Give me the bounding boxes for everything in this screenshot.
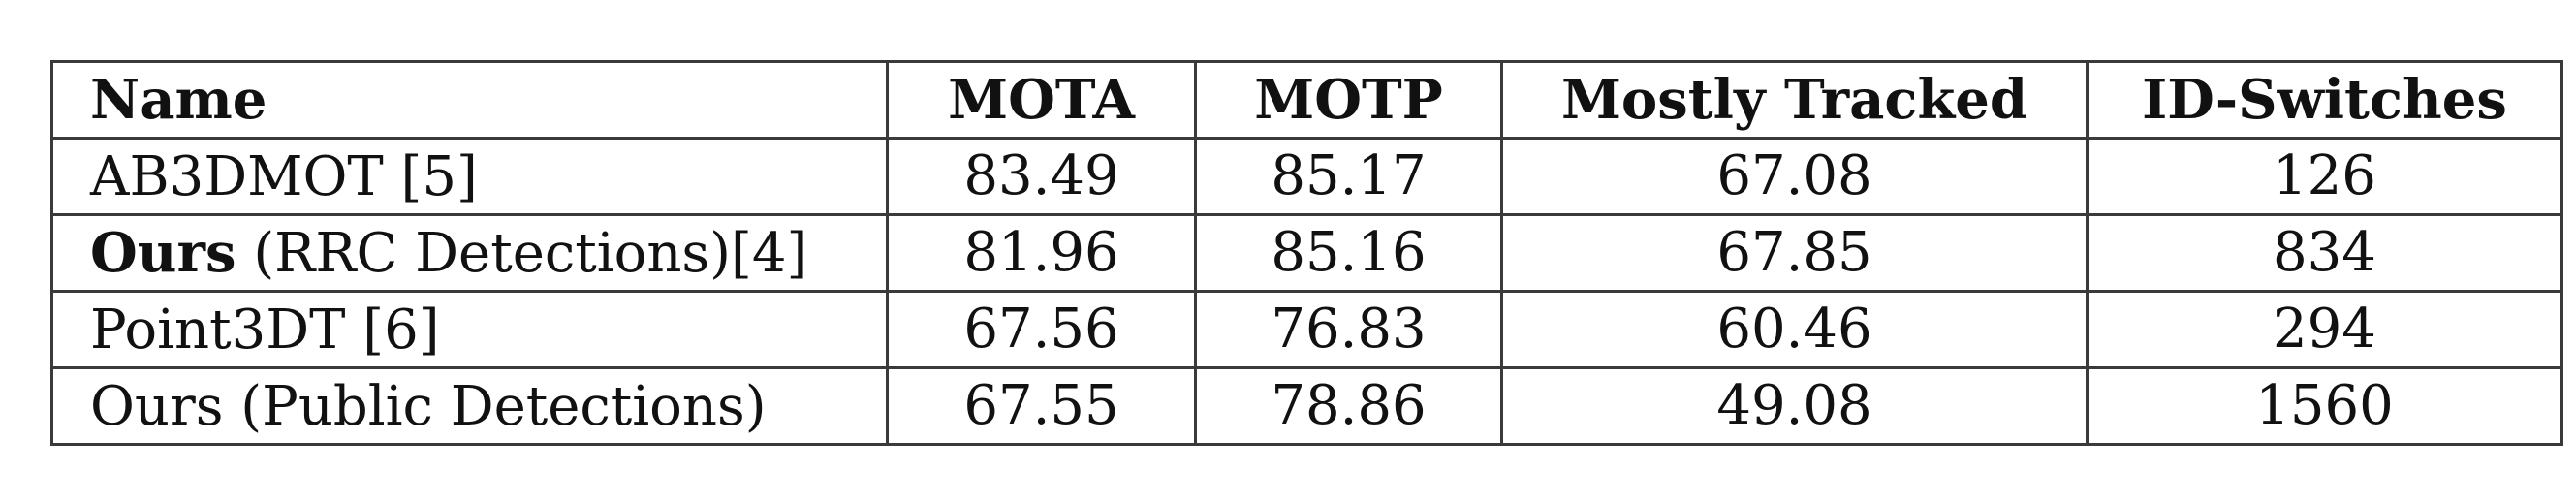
cell-name: Point3DT [6] <box>50 290 889 369</box>
cell-mostly-tracked: 60.46 <box>1500 290 2089 369</box>
table-row: Point3DT [6] 67.56 76.83 60.46 294 <box>50 290 2563 369</box>
cell-id-switches: 1560 <box>2086 366 2563 446</box>
column-header-mostly-tracked: Mostly Tracked <box>1500 60 2089 140</box>
table-header-row: Name MOTA MOTP Mostly Tracked ID-Switche… <box>50 60 2563 140</box>
cell-mostly-tracked: 67.08 <box>1500 137 2089 216</box>
cell-name: Ours (RRC Detections)[4] <box>50 213 889 293</box>
cell-motp: 76.83 <box>1194 290 1503 369</box>
cell-name: Ours (Public Detections) <box>50 366 889 446</box>
results-table: Name MOTA MOTP Mostly Tracked ID-Switche… <box>50 60 2563 446</box>
column-header-mota: MOTA <box>886 60 1197 140</box>
cell-mota: 67.56 <box>886 290 1197 369</box>
column-header-name: Name <box>50 60 889 140</box>
name-text: Point3DT [6] <box>90 298 440 362</box>
table-row: Ours (Public Detections) 67.55 78.86 49.… <box>50 366 2563 446</box>
column-header-motp: MOTP <box>1194 60 1503 140</box>
cell-id-switches: 126 <box>2086 137 2563 216</box>
cell-motp: 85.16 <box>1194 213 1503 293</box>
cell-motp: 85.17 <box>1194 137 1503 216</box>
cell-mota: 83.49 <box>886 137 1197 216</box>
cell-mostly-tracked: 49.08 <box>1500 366 2089 446</box>
name-text: AB3DMOT [5] <box>90 144 478 208</box>
cell-motp: 78.86 <box>1194 366 1503 446</box>
cell-mostly-tracked: 67.85 <box>1500 213 2089 293</box>
name-text: (RRC Detections)[4] <box>236 221 808 285</box>
cell-mota: 81.96 <box>886 213 1197 293</box>
column-header-id-switches: ID-Switches <box>2086 60 2563 140</box>
cell-id-switches: 294 <box>2086 290 2563 369</box>
cell-name: AB3DMOT [5] <box>50 137 889 216</box>
name-bold-part: Ours <box>90 220 236 285</box>
table-row: AB3DMOT [5] 83.49 85.17 67.08 126 <box>50 137 2563 216</box>
cell-id-switches: 834 <box>2086 213 2563 293</box>
cell-mota: 67.55 <box>886 366 1197 446</box>
name-text: Ours (Public Detections) <box>90 374 767 438</box>
table-row: Ours (RRC Detections)[4] 81.96 85.16 67.… <box>50 213 2563 293</box>
